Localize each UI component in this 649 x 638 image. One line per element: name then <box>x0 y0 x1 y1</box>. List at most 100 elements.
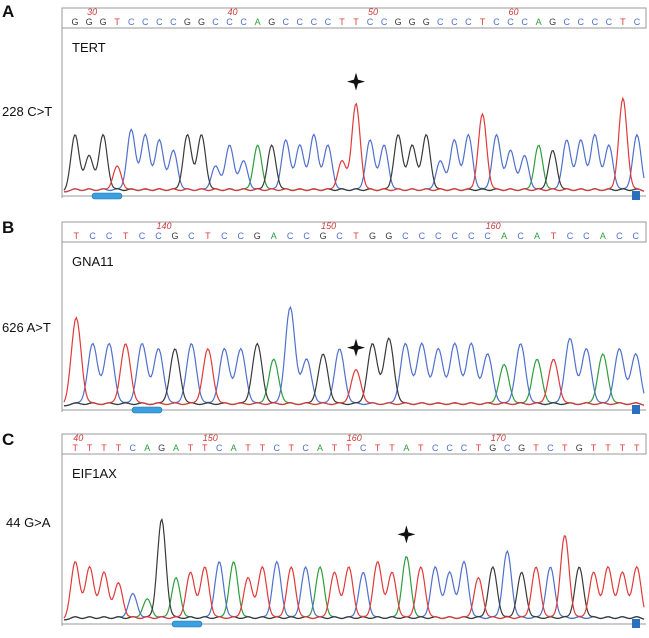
trace-a <box>63 555 645 621</box>
base-call: T <box>72 443 78 453</box>
base-call: C <box>446 443 453 453</box>
base-call: T <box>245 443 251 453</box>
scroll-right-button <box>632 191 640 200</box>
base-call: T <box>114 17 120 27</box>
base-call: T <box>353 17 359 27</box>
base-call: C <box>616 231 623 241</box>
base-call: A <box>403 443 409 453</box>
base-call: T <box>389 443 395 453</box>
base-call: G <box>320 231 327 241</box>
position-label: 140 <box>157 221 172 231</box>
base-call: G <box>184 17 191 27</box>
panel-letter-a: A <box>2 2 15 21</box>
base-call: A <box>317 443 323 453</box>
base-call: T <box>116 443 122 453</box>
base-call: C <box>128 17 135 27</box>
base-call: C <box>504 443 511 453</box>
base-call: G <box>395 17 402 27</box>
base-call: C <box>592 17 599 27</box>
base-call: C <box>435 231 442 241</box>
base-call: G <box>423 17 430 27</box>
mutation-star-icon <box>397 525 416 544</box>
trace-g <box>63 517 645 621</box>
base-call: G <box>171 231 178 241</box>
base-call: C <box>212 17 219 27</box>
base-call: C <box>451 231 458 241</box>
trace-t <box>63 535 645 620</box>
base-call: A <box>173 443 179 453</box>
base-call: C <box>521 17 528 27</box>
base-call: T <box>562 443 568 453</box>
chromatogram-a: 30 40 50 60G G G T C C C C G G C C C A G C C C C T T C C G G G C C C T C C… <box>61 7 647 200</box>
base-call: G <box>86 17 93 27</box>
base-call: C <box>484 231 491 241</box>
position-label: 30 <box>87 7 97 17</box>
trace-c <box>63 128 645 193</box>
base-call: A <box>231 443 237 453</box>
base-call: C <box>274 443 281 453</box>
position-label: 160 <box>486 221 501 231</box>
base-call: C <box>633 231 640 241</box>
base-call: C <box>240 17 247 27</box>
base-call: T <box>533 443 539 453</box>
base-call: G <box>158 443 165 453</box>
mutation-star-icon <box>347 338 365 357</box>
base-call: C <box>336 231 343 241</box>
base-call: T <box>202 443 208 453</box>
base-call: T <box>605 443 611 453</box>
base-call: C <box>419 231 426 241</box>
mutation-star-icon <box>347 72 365 91</box>
base-call: C <box>634 17 641 27</box>
base-call: T <box>339 17 345 27</box>
base-call: T <box>620 17 626 27</box>
base-call: T <box>188 443 194 453</box>
base-call: T <box>418 443 424 453</box>
base-call: T <box>87 443 93 453</box>
base-call: C <box>216 443 223 453</box>
base-call: C <box>507 17 514 27</box>
base-call: C <box>297 17 304 27</box>
base-call: C <box>302 443 309 453</box>
base-call: A <box>144 443 150 453</box>
base-call: T <box>476 443 482 453</box>
base-call: T <box>634 443 640 453</box>
mutation-label-b: 626 A>T <box>2 320 51 335</box>
base-call: C <box>106 231 113 241</box>
position-label: 40 <box>73 433 83 443</box>
base-call: C <box>432 443 439 453</box>
base-call: T <box>480 17 486 27</box>
base-call: C <box>451 17 458 27</box>
base-call: T <box>332 443 338 453</box>
base-call: C <box>517 231 524 241</box>
base-call: C <box>437 17 444 27</box>
mutation-label-a: 228 C>T <box>2 104 53 119</box>
base-call: G <box>409 17 416 27</box>
base-call: T <box>123 231 129 241</box>
base-call: T <box>620 443 626 453</box>
base-call: C <box>578 17 585 27</box>
base-call: G <box>576 443 583 453</box>
base-call: C <box>238 231 245 241</box>
base-call: C <box>563 17 570 27</box>
base-call: C <box>360 443 367 453</box>
base-call: C <box>283 17 290 27</box>
base-call: C <box>89 231 96 241</box>
base-call: C <box>139 231 146 241</box>
base-call: C <box>465 17 472 27</box>
base-call: G <box>549 17 556 27</box>
base-call: A <box>536 17 542 27</box>
base-call: A <box>534 231 540 241</box>
base-call: T <box>73 231 79 241</box>
base-call: C <box>303 231 310 241</box>
base-call: T <box>591 443 597 453</box>
position-label: 40 <box>228 7 238 17</box>
base-call: A <box>600 231 606 241</box>
base-call: C <box>493 17 500 27</box>
base-call: C <box>188 231 195 241</box>
base-call: C <box>468 231 475 241</box>
base-call: C <box>155 231 162 241</box>
base-call: T <box>353 231 359 241</box>
base-call: G <box>385 231 392 241</box>
base-call: T <box>205 231 211 241</box>
